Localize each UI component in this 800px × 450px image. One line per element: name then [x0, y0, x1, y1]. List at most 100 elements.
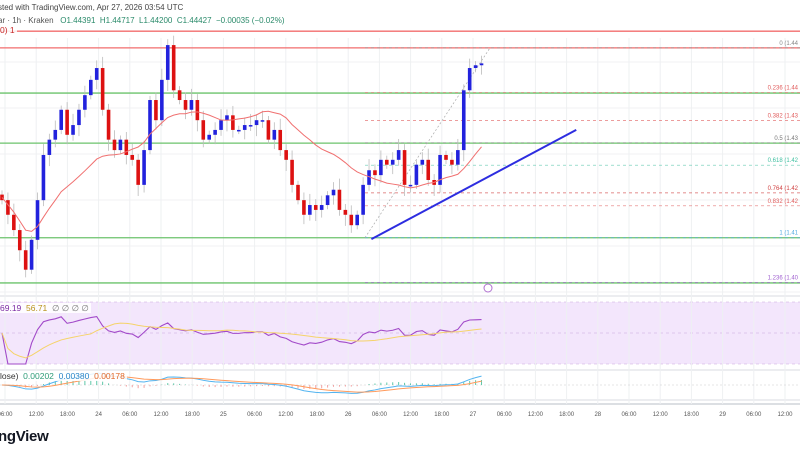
time-tick-label: 12:00 — [278, 412, 294, 418]
bear-candle — [402, 150, 407, 185]
time-tick-label: 12:00 — [29, 412, 45, 418]
bull-candle — [118, 139, 123, 151]
time-tick-label: 12:00 — [528, 412, 544, 418]
bear-candle — [12, 214, 16, 231]
macd-source: lose) — [0, 371, 19, 381]
rsi-ma-value: 56.71 — [26, 303, 48, 313]
symbol-label: ar · 1h · Kraken — [0, 16, 54, 25]
bear-candle — [284, 150, 288, 160]
trendline — [370, 129, 577, 240]
bull-candle — [379, 159, 383, 176]
indicator-tag: 0) 1 — [0, 25, 17, 35]
time-tick-label: 26 — [345, 412, 352, 418]
bull-candle — [207, 134, 211, 140]
bear-candle — [17, 230, 22, 251]
bear-candle — [385, 159, 389, 165]
alert-icon — [483, 283, 493, 293]
bear-candle — [349, 214, 354, 226]
bear-candle — [313, 205, 318, 210]
time-tick-label: 06:00 — [122, 412, 138, 418]
bull-candle — [142, 150, 146, 185]
bull-candle — [361, 184, 365, 215]
time-tick-label: 18:00 — [309, 412, 325, 418]
bear-candle — [136, 159, 140, 185]
bear-candle — [231, 115, 235, 130]
bull-candle — [94, 68, 99, 80]
bull-candle — [59, 109, 63, 130]
time-tick-label: 27 — [470, 412, 477, 418]
time-tick-label: 18:00 — [185, 412, 201, 418]
rsi-ma-line — [1, 322, 482, 359]
bull-candle — [148, 100, 152, 151]
bull-candle — [414, 164, 419, 185]
bear-candle — [154, 100, 158, 121]
macd-signal-value: 0.00178 — [94, 371, 125, 381]
bear-candle — [124, 139, 129, 155]
bear-candle — [343, 209, 348, 215]
macd-legend: lose) 0.00202 0.00380 0.00178 — [0, 371, 127, 381]
bull-candle — [47, 139, 52, 155]
tradingview-logo: ngView — [0, 428, 49, 445]
fib-level-label: 0.832 (1.42 — [768, 199, 799, 205]
time-tick-label: 06:00 — [0, 412, 13, 418]
bear-candle — [290, 159, 294, 185]
bear-candle — [195, 100, 200, 121]
moving-average-line — [1, 110, 482, 232]
time-tick-label: 12:00 — [153, 412, 169, 418]
bull-candle — [308, 205, 312, 215]
bull-candle — [456, 150, 460, 165]
bull-candle — [189, 100, 194, 110]
fib-level-label: 0.764 (1.42 — [768, 186, 799, 192]
bear-candle — [177, 90, 182, 101]
bear-candle — [337, 189, 342, 210]
time-tick-label: 06:00 — [621, 412, 637, 418]
change-value: −0.00035 (−0.02%) — [215, 16, 285, 25]
bull-candle — [325, 195, 330, 206]
bull-candle — [438, 154, 442, 185]
time-tick-label: 06:00 — [247, 412, 263, 418]
bull-candle — [408, 184, 413, 187]
rsi-value: 69.19 — [0, 303, 22, 313]
bull-candle — [71, 125, 75, 135]
bull-candle — [467, 68, 472, 91]
bull-candle — [225, 115, 229, 121]
low-value: L1.44200 — [139, 16, 173, 25]
bear-candle — [444, 154, 448, 160]
bear-candle — [23, 250, 28, 270]
time-tick-label: 18:00 — [434, 412, 450, 418]
bear-candle — [65, 109, 69, 135]
bear-candle — [296, 184, 300, 201]
bull-candle — [165, 45, 170, 80]
time-tick-label: 18:00 — [559, 412, 575, 418]
fib-level-label: 0.5 (1.43 — [774, 136, 798, 142]
bull-candle — [242, 125, 247, 130]
fib-level-label: 0.236 (1.44 — [768, 86, 799, 92]
bull-candle — [248, 125, 253, 127]
time-tick-label: 28 — [594, 412, 601, 418]
time-tick-label: 18:00 — [684, 412, 700, 418]
rsi-line — [1, 315, 482, 365]
bull-candle — [260, 120, 265, 122]
bear-candle — [302, 200, 306, 215]
time-tick-label: 29 — [719, 412, 726, 418]
rsi-extra: ∅ ∅ ∅ ∅ — [52, 303, 89, 313]
bull-candle — [396, 150, 401, 160]
fib-level-label: 0.382 (1.43 — [768, 113, 799, 119]
time-tick-label: 06:00 — [746, 412, 762, 418]
bull-candle — [160, 79, 164, 121]
bull-candle — [479, 63, 484, 66]
bull-candle — [331, 189, 336, 196]
bull-candle — [420, 159, 425, 165]
bear-candle — [373, 170, 377, 176]
bear-candle — [201, 120, 206, 140]
time-tick-label: 06:00 — [372, 412, 388, 418]
bear-candle — [278, 129, 283, 151]
bear-candle — [426, 159, 431, 180]
bull-candle — [219, 120, 223, 130]
bull-candle — [355, 214, 359, 226]
time-tick-label: 12:00 — [653, 412, 669, 418]
bull-candle — [272, 129, 277, 140]
macd-value: 0.00380 — [58, 371, 90, 381]
fib-level-label: 1.236 (1.40 — [768, 276, 799, 282]
